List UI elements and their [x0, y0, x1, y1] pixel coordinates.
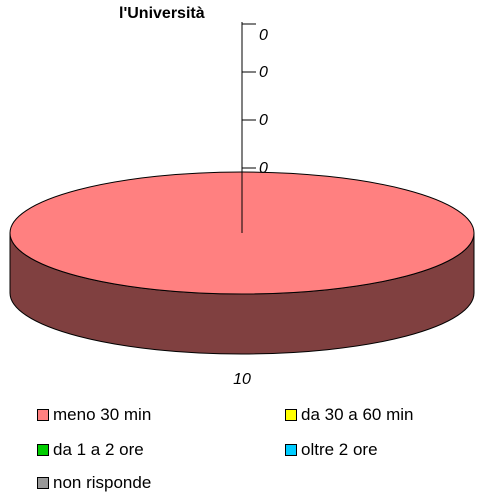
axis-tick-label: 0: [259, 112, 268, 129]
axis-tick-label: 0: [259, 27, 268, 44]
data-label: 10: [233, 371, 251, 388]
axis-tick-label: 0: [259, 160, 268, 177]
axis-tick-label: 0: [259, 64, 268, 81]
chart-title: l'Università: [119, 5, 205, 22]
